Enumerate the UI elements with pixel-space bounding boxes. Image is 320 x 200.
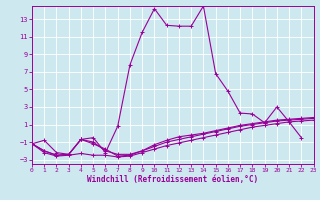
X-axis label: Windchill (Refroidissement éolien,°C): Windchill (Refroidissement éolien,°C) [87, 175, 258, 184]
